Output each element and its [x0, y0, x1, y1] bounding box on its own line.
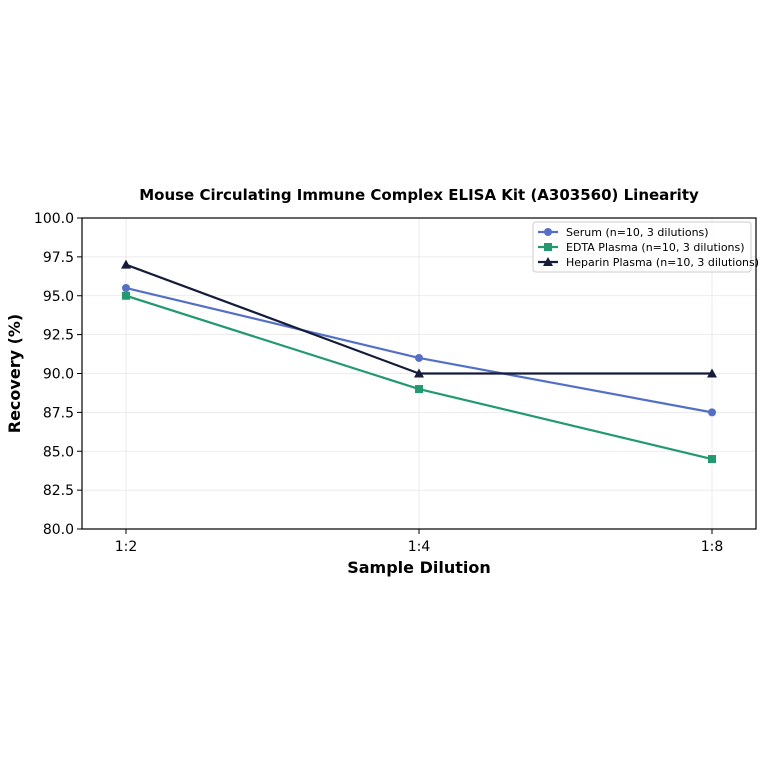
legend-entry: EDTA Plasma (n=10, 3 dilutions) — [538, 241, 745, 254]
y-tick-label: 100.0 — [34, 211, 74, 227]
legend-entry: Serum (n=10, 3 dilutions) — [538, 226, 709, 239]
y-tick-label: 87.5 — [43, 405, 74, 421]
legend-box — [532, 221, 752, 273]
y-tick-label: 85.0 — [43, 444, 74, 460]
data-point — [708, 455, 716, 464]
y-axis-title: Recovery (%) — [5, 314, 24, 433]
y-tick-label: 97.5 — [43, 250, 74, 266]
legend-entry: Heparin Plasma (n=10, 3 dilutions) — [538, 256, 759, 269]
legend-marker — [544, 243, 552, 251]
x-tick-label: 1:2 — [115, 539, 138, 555]
legend-label: EDTA Plasma (n=10, 3 dilutions) — [566, 241, 745, 254]
data-point — [415, 353, 423, 362]
series-2 — [121, 259, 717, 378]
data-point — [708, 408, 716, 417]
data-point — [122, 291, 130, 300]
x-tick-label: 1:8 — [701, 539, 724, 555]
data-point — [415, 385, 423, 394]
y-tick-label: 90.0 — [43, 367, 74, 383]
legend-marker — [543, 257, 553, 266]
chart-title: Mouse Circulating Immune Complex ELISA K… — [139, 186, 699, 204]
data-point — [414, 368, 424, 378]
x-axis-title: Sample Dilution — [347, 558, 491, 577]
y-tick-label: 95.0 — [43, 289, 74, 305]
data-point — [121, 259, 131, 269]
x-tick-label: 1:4 — [408, 539, 431, 555]
y-tick-label: 92.5 — [43, 328, 74, 344]
y-axis: 80.0 82.5 85.0 87.5 90.0 92.5 95.0 97.5 100.0 — [34, 211, 82, 538]
data-point — [707, 368, 717, 378]
legend-marker — [544, 228, 552, 236]
y-tick-label: 82.5 — [43, 483, 74, 499]
x-axis: 1:2 1:4 1:8 — [115, 529, 724, 555]
legend-label: Serum (n=10, 3 dilutions) — [566, 226, 709, 239]
series-0 — [122, 283, 716, 417]
series-layer — [121, 259, 717, 464]
legend: Serum (n=10, 3 dilutions) EDTA Plasma (n=… — [532, 221, 759, 273]
series-1 — [122, 291, 716, 464]
data-point — [122, 283, 130, 292]
legend-label: Heparin Plasma (n=10, 3 dilutions) — [566, 256, 759, 269]
y-tick-label: 80.0 — [43, 522, 74, 538]
